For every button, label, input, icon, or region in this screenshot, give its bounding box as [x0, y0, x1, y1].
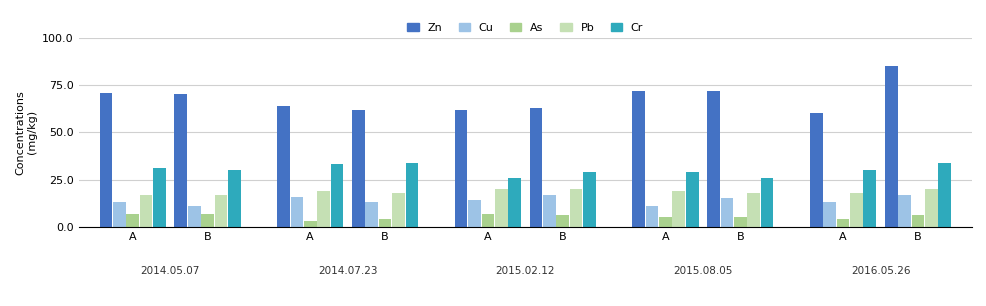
Bar [938, 162, 951, 227]
Bar [228, 170, 241, 227]
Bar [760, 178, 773, 227]
Bar [632, 91, 645, 227]
Bar [529, 108, 542, 227]
Bar [214, 195, 227, 227]
Bar [139, 195, 152, 227]
Bar [153, 168, 166, 227]
Bar [175, 95, 187, 227]
Bar [277, 106, 290, 227]
Bar [734, 217, 746, 227]
Bar [455, 110, 467, 227]
Bar [645, 206, 658, 227]
Bar [304, 221, 317, 227]
Legend: Zn, Cu, As, Pb, Cr: Zn, Cu, As, Pb, Cr [405, 21, 645, 35]
Bar [508, 178, 521, 227]
Bar [583, 172, 596, 227]
Bar [659, 217, 671, 227]
Bar [365, 202, 378, 227]
Bar [746, 193, 759, 227]
Bar [112, 202, 125, 227]
Bar [379, 219, 391, 227]
Bar [467, 200, 480, 227]
Text: 2015.08.05: 2015.08.05 [672, 266, 732, 276]
Text: 2014.07.23: 2014.07.23 [317, 266, 377, 276]
Bar [924, 189, 937, 227]
Bar [330, 164, 343, 227]
Bar [849, 193, 862, 227]
Bar [884, 66, 897, 227]
Bar [100, 92, 112, 227]
Bar [290, 196, 303, 227]
Bar [556, 215, 569, 227]
Text: 2016.05.26: 2016.05.26 [850, 266, 909, 276]
Bar [391, 193, 404, 227]
Bar [187, 206, 200, 227]
Bar [685, 172, 698, 227]
Text: 2015.02.12: 2015.02.12 [495, 266, 554, 276]
Y-axis label: Concentrations
(mg/kg): Concentrations (mg/kg) [15, 90, 36, 175]
Bar [201, 214, 214, 227]
Bar [352, 110, 365, 227]
Bar [911, 215, 924, 227]
Bar [494, 189, 507, 227]
Bar [542, 195, 555, 227]
Bar [569, 189, 582, 227]
Bar [897, 195, 910, 227]
Bar [671, 191, 684, 227]
Bar [405, 162, 418, 227]
Bar [707, 91, 720, 227]
Bar [863, 170, 876, 227]
Bar [481, 214, 494, 227]
Bar [810, 113, 822, 227]
Bar [126, 214, 139, 227]
Bar [822, 202, 835, 227]
Bar [317, 191, 329, 227]
Bar [720, 199, 733, 227]
Text: 2014.05.07: 2014.05.07 [140, 266, 199, 276]
Bar [836, 219, 849, 227]
